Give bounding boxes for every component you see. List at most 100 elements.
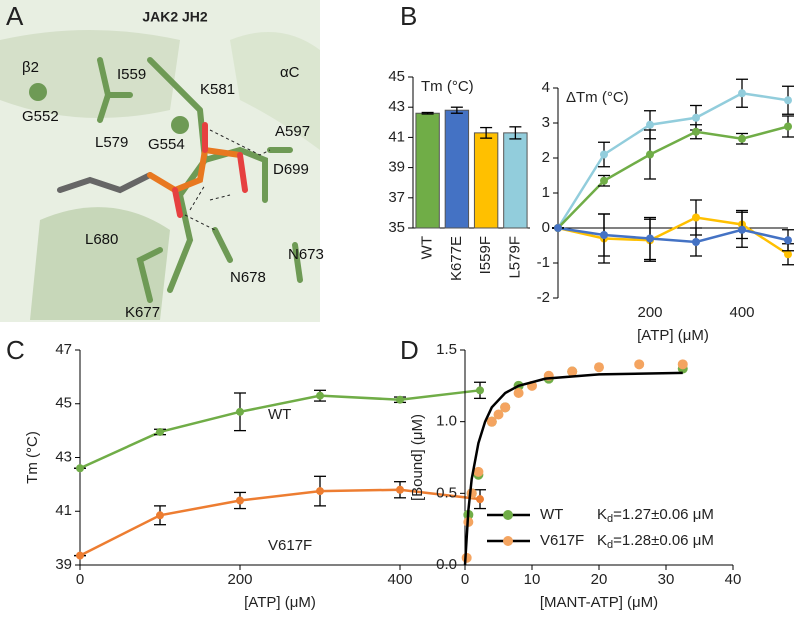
residue-label: G554 [148, 136, 185, 153]
y-tick-label: 43 [55, 448, 72, 465]
y-tick-label: 4 [542, 79, 550, 96]
residue-label: K677 [125, 304, 160, 321]
y-tick-label: 39 [55, 556, 72, 573]
fit-line [463, 371, 683, 566]
point [476, 386, 484, 395]
x-tick-label: 40 [725, 571, 742, 588]
y-tick-label: -2 [537, 289, 550, 306]
point [692, 238, 700, 246]
residue-label: αC [280, 64, 300, 81]
point [554, 224, 562, 232]
series-line [79, 488, 481, 557]
x-tick-label: 400 [729, 304, 754, 321]
y-tick-label: 2 [542, 149, 550, 166]
point [500, 402, 511, 413]
y-tick-label: 3 [542, 114, 550, 131]
point [493, 409, 504, 420]
point [156, 511, 164, 520]
residue-label: I559 [117, 66, 146, 83]
point [567, 366, 578, 377]
atom [171, 116, 189, 134]
y-tick-label: 47 [55, 341, 72, 358]
kd-subscript: d [607, 539, 613, 551]
kd-label: Kd=1.28±0.06 μM [597, 532, 714, 551]
y-axis-label: [Bound] (μM) [409, 414, 426, 501]
point [476, 495, 484, 504]
x-tick-label: 200 [227, 571, 252, 588]
x-tick-label: 0 [461, 571, 469, 588]
x-tick-label: 200 [637, 304, 662, 321]
residue-label: D699 [273, 161, 309, 178]
x-tick-label: 10 [524, 571, 541, 588]
series-line [557, 216, 789, 256]
series-label: V617F [268, 537, 312, 554]
y-tick-label: 1.0 [436, 413, 457, 430]
panel-letter: B [400, 1, 417, 31]
bar [415, 112, 440, 229]
bar [444, 109, 470, 229]
x-axis-label: [MANT-ATP] (μM) [540, 594, 658, 611]
kd-symbol: K [597, 506, 607, 523]
point [646, 120, 654, 129]
point [396, 395, 404, 404]
legend-marker [503, 510, 513, 520]
point [156, 427, 164, 436]
legend-marker [503, 536, 513, 546]
y-tick-label: 37 [388, 189, 405, 206]
point [634, 359, 645, 370]
structure-title: JAK2 JH2 [142, 9, 208, 25]
point [646, 234, 654, 243]
point [236, 496, 244, 505]
kd-label: Kd=1.27±0.06 μM [597, 506, 714, 525]
point [473, 466, 484, 477]
kd-text: =1.28±0.06 μM [613, 532, 714, 549]
residue-label: K581 [200, 81, 235, 98]
point [600, 150, 608, 159]
residue-label: N678 [230, 269, 266, 286]
x-tick-label: 20 [591, 571, 608, 588]
y-tick-label: -1 [537, 254, 550, 271]
y-tick-label: 1 [542, 184, 550, 201]
x-tick-label: K677E [448, 236, 465, 281]
point [692, 213, 700, 222]
atom [29, 83, 47, 101]
y-tick-label: 1.5 [436, 341, 457, 358]
chart-title: Tm (°C) [421, 78, 474, 95]
y-tick-label: 41 [55, 502, 72, 519]
point [236, 407, 244, 416]
y-tick-label: 45 [55, 395, 72, 412]
h-bonds [184, 129, 271, 231]
point [738, 134, 746, 143]
panel-letter: A [6, 1, 24, 31]
kd-subscript: d [607, 513, 613, 525]
residue-label: G552 [22, 108, 59, 125]
point [316, 487, 324, 496]
y-tick-label: 0.5 [436, 484, 457, 501]
x-tick-label: 400 [387, 571, 412, 588]
x-tick-label: 0 [76, 571, 84, 588]
y-axis-label: Tm (°C) [24, 431, 41, 484]
residue-label: L579 [95, 134, 128, 151]
x-tick-label: WT [419, 236, 436, 259]
series-line [557, 226, 789, 244]
panel-letter: C [6, 335, 25, 365]
point [600, 176, 608, 185]
x-tick-label: I559F [477, 236, 494, 274]
x-tick-label: L579F [506, 236, 523, 279]
point [784, 122, 792, 131]
legend-label: WT [540, 506, 563, 523]
y-tick-label: 35 [388, 219, 405, 236]
y-tick-label: 0.0 [436, 556, 457, 573]
residue-label: β2 [22, 59, 39, 76]
point [600, 231, 608, 239]
point [486, 416, 497, 427]
point [76, 551, 84, 560]
residue-label: L680 [85, 231, 118, 248]
residue-label: N673 [288, 246, 324, 263]
point [316, 391, 324, 400]
series-label: WT [268, 406, 291, 423]
y-tick-label: 41 [388, 128, 405, 145]
x-axis-label: [ATP] (μM) [637, 327, 709, 344]
point [646, 150, 654, 159]
